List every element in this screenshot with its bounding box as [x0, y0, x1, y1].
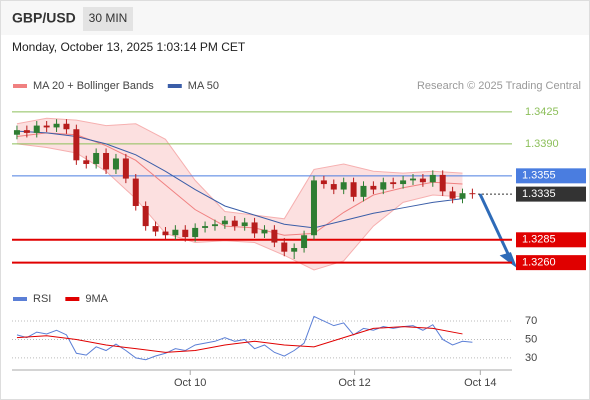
candle-body [380, 182, 387, 190]
candle-body [390, 182, 397, 185]
rsi-legend-label: 9MA [85, 293, 108, 305]
level-box [516, 168, 586, 184]
candle-body [439, 174, 446, 192]
interval-box [83, 7, 133, 31]
candle-body [271, 229, 278, 243]
candle-body [400, 180, 407, 185]
candle-body [409, 178, 416, 181]
candle-body [33, 125, 40, 133]
x-tick-label: Oct 10 [174, 377, 206, 389]
interval: 30 MIN [89, 11, 128, 25]
candle-body [211, 224, 218, 227]
rsi-ma-line [16, 326, 463, 353]
candle-body [53, 123, 60, 128]
rsi-legend-swatch [13, 297, 27, 301]
candle-body [261, 229, 268, 234]
rsi-tick-label: 30 [525, 352, 537, 364]
candle-body [291, 248, 298, 252]
rsi-tick-label: 70 [525, 315, 537, 327]
forecast-arrow [478, 193, 512, 259]
candle-body [202, 226, 209, 228]
level-label: 1.3425 [525, 106, 559, 118]
rsi-legend-swatch [65, 297, 80, 301]
candle-body [360, 185, 367, 197]
level-label: 1.3335 [522, 188, 556, 200]
candle-body [251, 222, 258, 234]
level-box [516, 232, 586, 248]
rsi-tick-label: 50 [525, 333, 537, 345]
candle-body [459, 193, 466, 199]
arrow-head [499, 252, 518, 269]
candle-body [231, 220, 238, 227]
candle-body [281, 242, 288, 252]
candle-body [73, 129, 80, 161]
bollinger-lower [16, 143, 463, 271]
level-box [516, 255, 586, 271]
x-tick-label: Oct 12 [338, 377, 370, 389]
candle-body [340, 182, 347, 190]
legend-swatch [167, 84, 182, 88]
candle-body [221, 220, 228, 225]
candle-body [449, 191, 456, 199]
candle-body [142, 205, 149, 227]
candle-body [172, 229, 179, 236]
candle-body [192, 227, 199, 238]
bollinger-upper [16, 117, 463, 220]
candle-body [301, 235, 308, 249]
candle-body [419, 178, 426, 183]
candle-body [23, 130, 30, 133]
candle-body [370, 185, 377, 190]
level-label: 1.3285 [522, 234, 556, 246]
candle-body [330, 184, 337, 190]
candle-body [43, 125, 50, 128]
candle-body [122, 158, 129, 179]
source: Research © 2025 Trading Central [417, 80, 581, 92]
candle-body [13, 130, 20, 135]
candle-body [350, 182, 357, 197]
x-tick-label: Oct 14 [464, 377, 496, 389]
candle-body [320, 180, 327, 185]
candle-body [112, 158, 119, 170]
candle-body [152, 226, 159, 232]
ma50-line [16, 130, 463, 229]
level-label: 1.3355 [522, 170, 556, 182]
legend-label: MA 20 + Bollinger Bands [33, 80, 154, 92]
candle-body [63, 123, 70, 130]
rsi-legend-label: RSI [33, 293, 51, 305]
level-box [516, 186, 586, 202]
candle-body [83, 160, 90, 164]
rsi-line [16, 315, 473, 361]
symbol: GBP/USD [12, 10, 76, 26]
legend-swatch [13, 84, 27, 88]
candle-body [429, 174, 436, 183]
candle-body [469, 193, 476, 195]
candle-body [132, 178, 139, 206]
candle-body [103, 152, 110, 170]
legend-label: MA 50 [188, 80, 219, 92]
candle-body [310, 180, 317, 236]
candle-body [241, 222, 248, 227]
level-label: 1.3390 [525, 138, 559, 150]
level-label: 1.3260 [522, 257, 556, 269]
candle-body [162, 231, 169, 236]
timestamp: Monday, October 13, 2025 1:03:14 PM CET [12, 40, 246, 54]
candle-body [93, 152, 100, 164]
candle-body [182, 229, 189, 238]
